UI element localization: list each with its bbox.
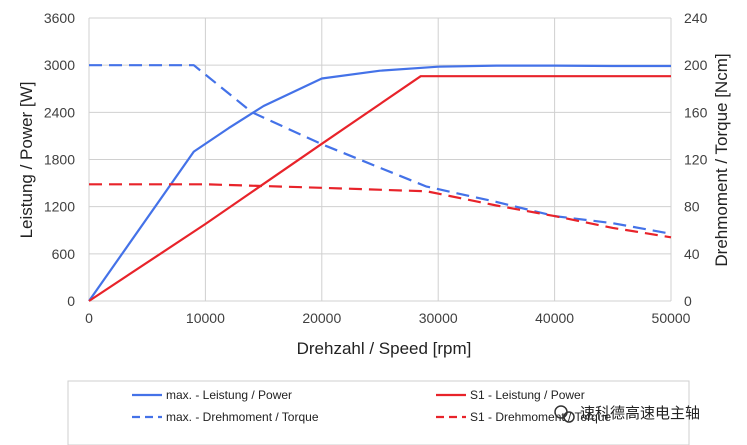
- grid-lines: [88, 17, 672, 302]
- series-line-1: [88, 64, 671, 302]
- y-right-tick-label: 40: [684, 246, 700, 262]
- y-right-tick-label: 240: [684, 10, 708, 26]
- x-tick-label: 40000: [535, 310, 574, 326]
- y-left-tick-label: 3600: [44, 10, 75, 26]
- legend-label-1: max. - Leistung / Power: [166, 388, 292, 402]
- y-left-tick-label: 3000: [44, 57, 75, 73]
- x-tick-label: 20000: [302, 310, 341, 326]
- x-axis-label: Drehzahl / Speed [rpm]: [297, 339, 472, 358]
- y-right-tick-label: 0: [684, 293, 692, 309]
- legend-box: [67, 380, 690, 445]
- y-right-tick-label: 120: [684, 152, 708, 168]
- x-tick-label: 10000: [186, 310, 225, 326]
- legend-label-3: S1 - Leistung / Power: [470, 388, 585, 402]
- legend-label-2: max. - Drehmoment / Torque: [166, 410, 319, 424]
- series-line-3: [88, 75, 671, 302]
- legend: max. - Leistung / Power max. - Drehmoment…: [67, 380, 690, 445]
- watermark-text: 速科德高速电主轴: [580, 404, 700, 422]
- x-tick-label: 50000: [652, 310, 691, 326]
- y-axis-right-label: Drehmoment / Torque [Ncm]: [712, 53, 731, 266]
- y-right-tick-label: 160: [684, 104, 708, 120]
- y-right-tick-label: 80: [684, 199, 700, 215]
- wechat-icon: [554, 405, 575, 423]
- series-lines: [88, 64, 672, 302]
- y-left-tick-label: 2400: [44, 104, 75, 120]
- watermark: 速科德高速电主轴: [554, 404, 700, 423]
- y-right-tick-label: 200: [684, 57, 708, 73]
- x-tick-label: 30000: [419, 310, 458, 326]
- x-tick-label: 0: [85, 310, 93, 326]
- series-line-2: [89, 64, 672, 235]
- y-left-tick-label: 0: [67, 293, 75, 309]
- y-axis-left-label: Leistung / Power [W]: [17, 82, 36, 239]
- y-left-tick-label: 600: [52, 246, 76, 262]
- legend-label-4: S1 - Drehmoment / Torque: [470, 410, 612, 424]
- y-left-tick-label: 1200: [44, 199, 75, 215]
- y-left-tick-label: 1800: [44, 152, 75, 168]
- series-line-4: [89, 183, 672, 239]
